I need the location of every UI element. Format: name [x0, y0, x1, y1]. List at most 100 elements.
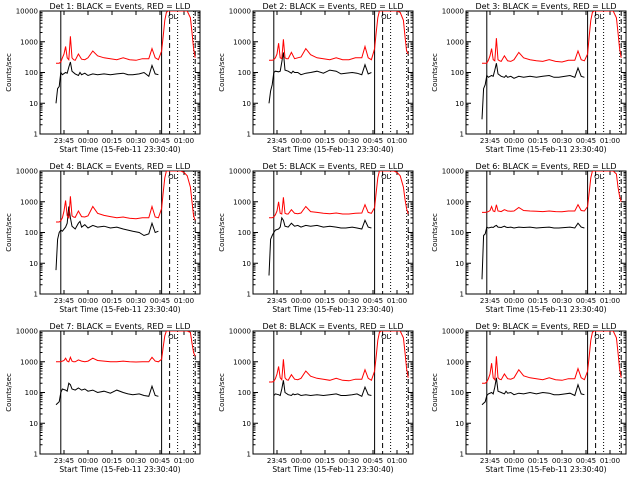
y-tick-label: 1000: [233, 38, 251, 46]
y-tick-label: 100: [25, 389, 38, 397]
y-tick-label: 10: [455, 100, 464, 108]
x-tick-label: 01:00: [387, 457, 407, 465]
y-tick-label: 10000: [229, 328, 251, 336]
y-tick-label: 10000: [16, 328, 38, 336]
y-axis-label: Counts/sec: [431, 373, 439, 412]
x-tick-label: 23:45: [54, 297, 74, 305]
x-tick-label: 00:15: [315, 457, 335, 465]
x-tick-label: 00:45: [150, 137, 170, 145]
x-tick-label: 00:00: [504, 297, 524, 305]
y-tick-label: 100: [451, 229, 464, 237]
x-tick-label: 23:45: [54, 137, 74, 145]
y-tick-label: 1: [34, 291, 38, 299]
panel-title: Det 6: BLACK = Events, RED = LLD: [476, 162, 617, 171]
panel-title: Det 5: BLACK = Events, RED = LLD: [263, 162, 404, 171]
y-axis-label: Counts/sec: [5, 373, 13, 412]
y-tick-label: 10000: [229, 168, 251, 176]
x-tick-label: 00:15: [528, 137, 548, 145]
y-tick-label: 10: [242, 260, 251, 268]
x-tick-label: 01:00: [387, 297, 407, 305]
x-tick-label: 00:45: [576, 297, 596, 305]
events-series-line: [481, 222, 585, 280]
plot-frame: [39, 170, 201, 295]
x-axis-label: Start Time (15-Feb-11 23:30:40): [485, 305, 606, 314]
x-axis-label: Start Time (15-Feb-11 23:30:40): [485, 465, 606, 474]
x-tick-label: 00:00: [78, 297, 98, 305]
x-tick-label: 01:00: [174, 297, 194, 305]
x-tick-label: 01:00: [174, 137, 194, 145]
x-tick-label: 23:45: [480, 457, 500, 465]
plot-frame: [39, 10, 201, 135]
lld-series-line: [56, 331, 196, 363]
overload-annotation: OL: [381, 333, 391, 341]
y-tick-label: 1: [460, 131, 464, 139]
y-tick-label: 10: [455, 420, 464, 428]
y-tick-label: 1000: [233, 358, 251, 366]
events-series-line: [268, 216, 372, 276]
lld-series-line: [269, 331, 409, 383]
events-series-line: [268, 52, 372, 104]
y-axis-label: Counts/sec: [218, 213, 226, 252]
events-series-line: [273, 380, 372, 398]
plot-frame: [252, 170, 414, 295]
y-tick-label: 1000: [446, 198, 464, 206]
y-tick-label: 100: [451, 389, 464, 397]
overload-annotation: OL: [594, 333, 604, 341]
events-series-line: [55, 382, 159, 406]
overload-annotation: OL: [168, 173, 178, 181]
y-tick-label: 10: [455, 260, 464, 268]
plot-frame: [39, 330, 201, 455]
x-tick-label: 01:00: [387, 137, 407, 145]
x-tick-label: 00:45: [150, 457, 170, 465]
panel-title: Det 9: BLACK = Events, RED = LLD: [476, 322, 617, 331]
x-axis-label: Start Time (15-Feb-11 23:30:40): [59, 465, 180, 474]
x-tick-label: 00:15: [102, 137, 122, 145]
lld-series-line: [482, 11, 622, 64]
x-axis-label: Start Time (15-Feb-11 23:30:40): [59, 145, 180, 154]
y-tick-label: 10000: [229, 8, 251, 16]
overload-annotation: OL: [381, 173, 391, 181]
panel-title: Det 4: BLACK = Events, RED = LLD: [50, 162, 191, 171]
events-series-line: [55, 61, 159, 104]
plot-frame: [465, 10, 627, 135]
panel-title: Det 3: BLACK = Events, RED = LLD: [476, 2, 617, 11]
panel-title: Det 7: BLACK = Events, RED = LLD: [50, 322, 191, 331]
y-tick-label: 100: [25, 229, 38, 237]
x-tick-label: 00:30: [552, 457, 572, 465]
y-tick-label: 1000: [20, 358, 38, 366]
y-axis-label: Counts/sec: [218, 53, 226, 92]
lld-series-line: [269, 171, 409, 219]
x-tick-label: 00:00: [291, 297, 311, 305]
x-tick-label: 00:15: [315, 137, 335, 145]
events-series-line: [481, 377, 585, 406]
x-tick-label: 00:30: [552, 297, 572, 305]
y-tick-label: 1: [460, 291, 464, 299]
y-tick-label: 10000: [16, 168, 38, 176]
y-tick-label: 10: [29, 420, 38, 428]
lld-series-line: [56, 171, 196, 223]
lld-series-line: [482, 171, 622, 213]
lld-series-line: [269, 11, 409, 61]
y-tick-label: 1000: [20, 198, 38, 206]
x-tick-label: 01:00: [600, 297, 620, 305]
y-axis-label: Counts/sec: [5, 213, 13, 252]
x-axis-label: Start Time (15-Feb-11 23:30:40): [59, 305, 180, 314]
x-tick-label: 23:45: [267, 137, 287, 145]
y-axis-label: Counts/sec: [431, 213, 439, 252]
x-tick-label: 00:45: [576, 137, 596, 145]
detector-panel-9: Det 9: BLACK = Events, RED = LLD 1 10 100 10…: [431, 322, 627, 474]
x-tick-label: 23:45: [480, 297, 500, 305]
detector-panel-2: Det 2: BLACK = Events, RED = LLD 1 10 100 10…: [218, 2, 414, 154]
y-tick-label: 10: [29, 260, 38, 268]
y-tick-label: 100: [238, 229, 251, 237]
detector-panel-3: Det 3: BLACK = Events, RED = LLD 1 10 100 10…: [431, 2, 627, 154]
y-tick-label: 100: [25, 69, 38, 77]
panel-title: Det 8: BLACK = Events, RED = LLD: [263, 322, 404, 331]
x-axis-label: Start Time (15-Feb-11 23:30:40): [272, 145, 393, 154]
panel-title: Det 2: BLACK = Events, RED = LLD: [263, 2, 404, 11]
x-tick-label: 00:30: [126, 457, 146, 465]
x-tick-label: 00:45: [363, 137, 383, 145]
y-tick-label: 1000: [446, 38, 464, 46]
y-axis-label: Counts/sec: [431, 53, 439, 92]
detector-panel-1: Det 1: BLACK = Events, RED = LLD 1 10 100 10…: [5, 2, 201, 154]
